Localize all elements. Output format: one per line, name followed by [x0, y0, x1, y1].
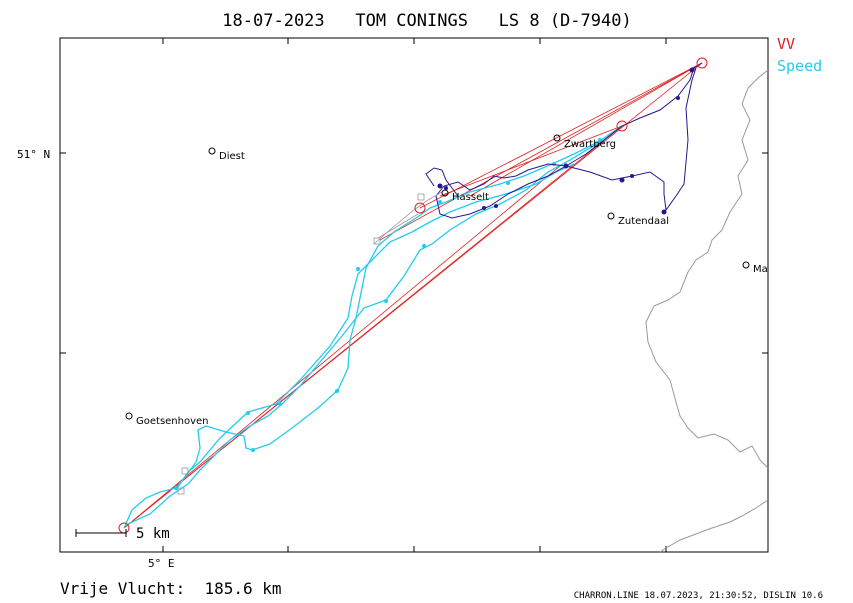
- climb-track: [425, 62, 703, 219]
- gray-track: [177, 191, 443, 495]
- latitude-label: 51° N: [17, 148, 50, 161]
- legend-vv: VV: [777, 35, 795, 53]
- country-border: [645, 69, 769, 469]
- map-title: 18-07-2023 TOM CONINGS LS 8 (D-7940): [222, 11, 631, 31]
- place-hasselt: Hasselt: [452, 192, 489, 203]
- place-ma: Ma: [753, 264, 768, 275]
- speed-track-markers: [174, 138, 602, 490]
- legend-speed: Speed: [777, 57, 822, 75]
- credit-label: CHARRON.LINE 18.07.2023, 21:30:52, DISLI…: [574, 591, 823, 601]
- climb-track-markers: [437, 67, 695, 215]
- axis-ticks: [60, 38, 768, 552]
- scale-bar: [75, 529, 127, 537]
- place-diest: Diest: [219, 151, 245, 162]
- place-zutendaal: Zutendaal: [618, 216, 669, 227]
- task-lines: [123, 62, 703, 529]
- longitude-label: 5° E: [148, 557, 175, 570]
- place-zwartberg: Zwartberg: [564, 139, 616, 150]
- place-markers: [125, 134, 750, 420]
- distance-label: Vrije Vlucht: 185.6 km: [60, 579, 282, 598]
- country-border-south: [659, 499, 769, 553]
- scale-label: 5 km: [136, 526, 170, 542]
- place-goetsenhoven: Goetsenhoven: [136, 416, 209, 427]
